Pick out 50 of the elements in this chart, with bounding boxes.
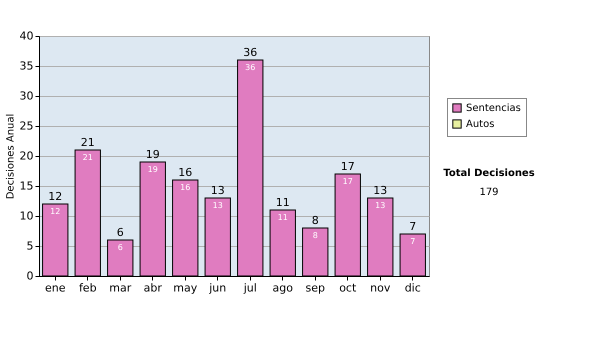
data-label: 8 [312,231,318,240]
y-tick-label: 0 [26,270,34,282]
data-label: 13 [212,201,223,210]
data-label: 13 [375,201,386,210]
x-tick-label: oct [339,282,357,294]
y-tick-label: 25 [20,120,34,132]
x-tick-label: nov [370,282,391,294]
legend-label: Sentencias [466,103,521,114]
total-label: 21 [80,136,95,149]
y-tick-label: 20 [20,150,34,162]
x-tick-label: dic [404,282,421,294]
text: Total Decisiones [443,168,535,179]
y-tick-label: 35 [20,60,34,72]
text: 179 [479,187,499,198]
total-label: 7 [409,220,416,233]
total-label: 6 [116,226,124,239]
x-tick-label: mar [109,282,132,294]
data-label: 11 [278,213,288,222]
total-label: 36 [243,46,258,59]
total-label: 16 [178,166,192,179]
data-label: 21 [82,153,93,162]
total-label: 19 [146,148,160,161]
x-tick-label: jun [208,282,226,294]
data-label: 36 [245,63,256,72]
y-tick-label: 15 [20,180,34,192]
total-label: 13 [210,184,225,197]
total-label: 13 [373,184,388,197]
x-tick-label: jul [242,282,257,294]
total-label: 17 [340,160,355,173]
legend-label: Autos [466,119,494,130]
total-label: 12 [48,190,62,203]
data-label: 16 [180,183,190,192]
y-axis-title: Decisiones Anual [6,114,17,200]
x-tick-label: abr [144,282,162,294]
data-label: 6 [118,243,123,252]
x-tick-label: ene [44,282,66,294]
y-tick-label: 5 [26,240,34,252]
y-tick-label: 30 [20,90,34,102]
total-label: 8 [312,214,319,227]
data-label: 12 [50,207,60,216]
x-tick-label: feb [78,282,97,294]
x-tick-label: ago [272,282,294,294]
data-label: 7 [410,237,416,246]
x-tick-label: may [173,282,198,294]
data-label: 17 [342,177,353,186]
y-tick-label: 40 [20,30,34,42]
total-label: 11 [276,196,290,209]
x-tick-label: sep [306,282,326,294]
data-label: 19 [148,165,158,174]
y-tick-label: 10 [20,210,34,222]
